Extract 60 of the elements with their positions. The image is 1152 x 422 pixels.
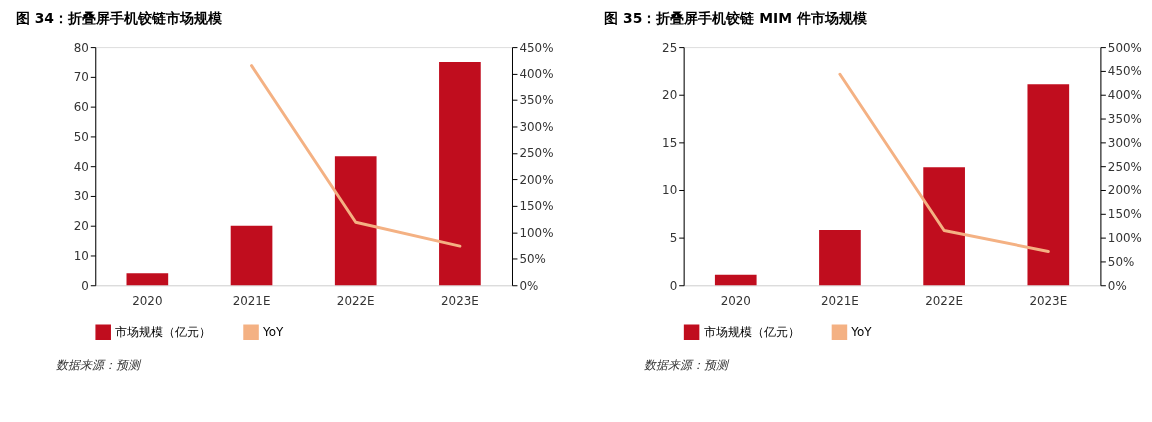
y-tick-label: 20 xyxy=(73,219,89,234)
y-tick-label: 70 xyxy=(73,70,89,85)
y2-tick-label: 100% xyxy=(1107,231,1142,246)
y2-tick-label: 0% xyxy=(519,278,539,293)
y-tick-label: 40 xyxy=(73,159,89,174)
x-tick-label: 2022E xyxy=(925,293,964,308)
source-note: 数据来源：预测 xyxy=(643,357,730,372)
bar xyxy=(334,156,377,286)
y2-tick-label: 0% xyxy=(1107,278,1127,293)
y2-tick-label: 150% xyxy=(519,199,554,214)
legend-label: YoY xyxy=(850,325,873,340)
y-tick-label: 5 xyxy=(669,231,678,246)
y-tick-label: 10 xyxy=(662,183,678,198)
legend-label: 市场规模（亿元） xyxy=(115,325,212,340)
legend-label: 市场规模（亿元） xyxy=(703,325,800,340)
y-tick-label: 30 xyxy=(73,189,89,204)
y2-tick-label: 50% xyxy=(1107,254,1135,269)
bar xyxy=(126,273,169,286)
y2-tick-label: 450% xyxy=(519,40,554,55)
legend-label: YoY xyxy=(261,325,284,340)
x-tick-label: 2023E xyxy=(441,293,479,308)
y2-tick-label: 300% xyxy=(519,119,554,134)
bar xyxy=(439,61,481,286)
x-tick-label: 2020 xyxy=(132,293,163,308)
y-tick-label: 60 xyxy=(73,100,89,115)
x-tick-label: 2021E xyxy=(821,293,859,308)
bar xyxy=(819,230,861,286)
y2-tick-label: 400% xyxy=(1107,88,1142,103)
x-tick-label: 2022E xyxy=(336,293,375,308)
y2-tick-label: 250% xyxy=(519,146,554,161)
bar xyxy=(714,274,757,286)
y2-tick-label: 400% xyxy=(519,67,554,82)
y2-tick-label: 200% xyxy=(519,172,554,187)
x-tick-label: 2021E xyxy=(232,293,271,308)
y-tick-label: 0 xyxy=(669,278,678,293)
bar xyxy=(1027,84,1070,286)
y2-tick-label: 50% xyxy=(519,252,546,267)
y-tick-label: 80 xyxy=(73,40,89,55)
x-tick-label: 2023E xyxy=(1029,293,1068,308)
y-tick-label: 20 xyxy=(662,88,678,103)
y2-tick-label: 500% xyxy=(1107,40,1142,55)
chart-title: 图 34：折叠屏手机铰链市场规模 xyxy=(15,10,224,27)
y-tick-label: 0 xyxy=(81,278,89,293)
source-note: 数据来源：预测 xyxy=(55,357,142,372)
y2-tick-label: 250% xyxy=(1107,159,1142,174)
y2-tick-label: 450% xyxy=(1107,64,1142,79)
y2-tick-label: 350% xyxy=(519,93,554,108)
y2-tick-label: 350% xyxy=(1107,112,1142,127)
y-tick-label: 10 xyxy=(73,248,89,263)
x-tick-label: 2020 xyxy=(720,293,751,308)
y2-tick-label: 300% xyxy=(1107,135,1142,150)
y-tick-label: 25 xyxy=(662,40,678,55)
bar xyxy=(923,167,965,286)
y2-tick-label: 150% xyxy=(1107,207,1142,222)
y2-tick-label: 100% xyxy=(519,225,554,240)
y-tick-label: 15 xyxy=(662,135,678,150)
chart-title: 图 35：折叠屏手机铰链 MIM 件市场规模 xyxy=(604,10,868,27)
y-tick-label: 50 xyxy=(73,129,89,144)
y2-tick-label: 200% xyxy=(1107,183,1142,198)
bar xyxy=(230,225,273,286)
